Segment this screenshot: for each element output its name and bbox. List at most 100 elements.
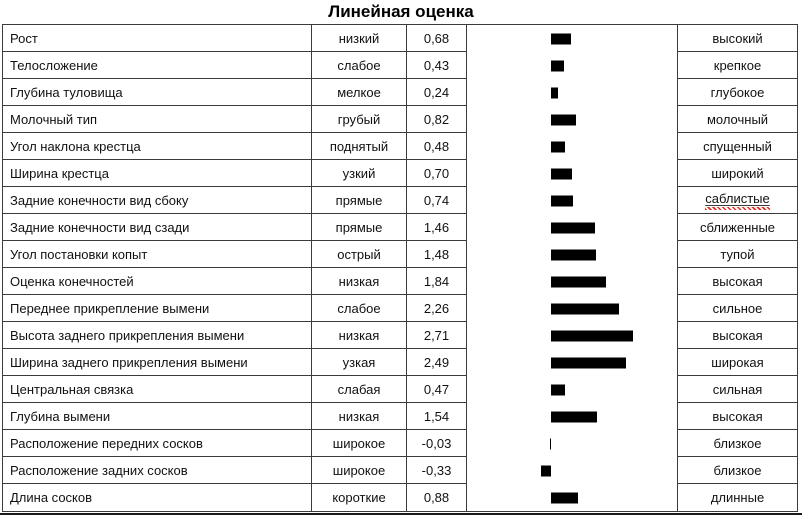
value-bar xyxy=(551,141,565,152)
low-descriptor-cell: прямые xyxy=(312,214,407,241)
trait-name-cell: Задние конечности вид сзади xyxy=(3,214,312,241)
table-row: Рост низкий 0,68 высокий xyxy=(3,25,797,52)
value-bar xyxy=(551,60,564,71)
trait-value: -0,33 xyxy=(421,462,452,478)
high-descriptor-cell: сильное xyxy=(678,295,797,322)
low-descriptor-cell: мелкое xyxy=(312,79,407,106)
table-row: Высота заднего прикрепления вымени низка… xyxy=(3,322,797,349)
trait-value-cell: 0,74 xyxy=(407,187,467,214)
trait-name: Молочный тип xyxy=(10,111,98,127)
trait-value: 0,43 xyxy=(423,57,450,73)
value-bar xyxy=(551,33,571,44)
trait-value: 2,26 xyxy=(423,300,450,316)
value-bar xyxy=(551,276,606,287)
value-bar xyxy=(551,330,633,341)
trait-name: Ширина крестца xyxy=(10,165,109,181)
trait-value-cell: 0,43 xyxy=(407,52,467,79)
low-descriptor-cell: широкое xyxy=(312,430,407,457)
table-row: Задние конечности вид сзади прямые 1,46 … xyxy=(3,214,797,241)
high-descriptor-cell: широкий xyxy=(678,160,797,187)
trait-value-cell: 1,84 xyxy=(407,268,467,295)
trait-value: 1,54 xyxy=(423,408,450,424)
low-descriptor: слабое xyxy=(337,300,381,316)
trait-value-cell: 1,54 xyxy=(407,403,467,430)
bar-chart-cell xyxy=(467,484,678,511)
trait-value: 0,24 xyxy=(423,84,450,100)
value-bar xyxy=(550,438,551,449)
trait-name: Угол наклона крестца xyxy=(10,138,141,154)
bar-chart-cell xyxy=(467,160,678,187)
table-row: Молочный тип грубый 0,82 молочный xyxy=(3,106,797,133)
high-descriptor-cell: высокая xyxy=(678,403,797,430)
low-descriptor: короткие xyxy=(332,490,386,505)
page-title: Линейная оценка xyxy=(328,2,474,21)
bar-chart-cell xyxy=(467,241,678,268)
trait-value: 0,82 xyxy=(423,111,450,127)
low-descriptor: низкая xyxy=(338,327,380,343)
trait-name-cell: Расположение передних сосков xyxy=(3,430,312,457)
high-descriptor: крепкое xyxy=(713,57,762,73)
high-descriptor: высокая xyxy=(712,408,763,424)
value-bar xyxy=(551,168,572,179)
high-descriptor-cell: молочный xyxy=(678,106,797,133)
value-bar xyxy=(551,87,558,98)
bar-chart-cell xyxy=(467,25,678,52)
low-descriptor: узкий xyxy=(342,165,376,181)
trait-name: Глубина вымени xyxy=(10,408,111,424)
high-descriptor: сильное xyxy=(712,300,763,316)
value-bar xyxy=(551,222,595,233)
low-descriptor-cell: узкий xyxy=(312,160,407,187)
trait-value-cell: 0,88 xyxy=(407,484,467,511)
high-descriptor: сильная xyxy=(712,381,763,397)
trait-name-cell: Угол постановки копыт xyxy=(3,241,312,268)
trait-value: 0,48 xyxy=(423,138,450,154)
high-descriptor-cell: длинные xyxy=(678,484,797,511)
table-row: Глубина вымени низкая 1,54 высокая xyxy=(3,403,797,430)
trait-value: 1,48 xyxy=(423,246,450,262)
trait-name-cell: Ширина крестца xyxy=(3,160,312,187)
low-descriptor-cell: узкая xyxy=(312,349,407,376)
high-descriptor-cell: спущенный xyxy=(678,133,797,160)
table-row: Центральная связка слабая 0,47 сильная xyxy=(3,376,797,403)
high-descriptor-cell: близкое xyxy=(678,430,797,457)
low-descriptor-cell: короткие xyxy=(312,484,407,511)
trait-name: Переднее прикрепление вымени xyxy=(10,300,210,316)
bar-chart-cell xyxy=(467,133,678,160)
high-descriptor: спущенный xyxy=(703,138,772,154)
high-descriptor-cell: саблистые xyxy=(678,187,797,214)
high-descriptor: глубокое xyxy=(710,84,765,100)
table-row: Телосложение слабое 0,43 крепкое xyxy=(3,52,797,79)
high-descriptor: тупой xyxy=(720,246,755,262)
trait-name-cell: Рост xyxy=(3,25,312,52)
low-descriptor-cell: грубый xyxy=(312,106,407,133)
bar-chart-cell xyxy=(467,376,678,403)
high-descriptor-cell: высокий xyxy=(678,25,797,52)
trait-value: 1,84 xyxy=(423,273,450,289)
bar-chart-cell xyxy=(467,52,678,79)
value-bar xyxy=(541,465,551,476)
low-descriptor: прямые xyxy=(335,219,383,235)
low-descriptor: широкое xyxy=(332,462,386,478)
trait-name-cell: Молочный тип xyxy=(3,106,312,133)
bar-chart-cell xyxy=(467,322,678,349)
trait-value: -0,03 xyxy=(421,435,452,451)
trait-value: 0,74 xyxy=(423,192,450,208)
high-descriptor: длинные xyxy=(710,490,765,505)
low-descriptor-cell: низкий xyxy=(312,25,407,52)
bar-chart-cell xyxy=(467,430,678,457)
high-descriptor: широкий xyxy=(711,165,764,181)
trait-name-cell: Длина сосков xyxy=(3,484,312,511)
trait-value-cell: 0,24 xyxy=(407,79,467,106)
trait-value-cell: 2,71 xyxy=(407,322,467,349)
trait-name: Телосложение xyxy=(10,57,98,73)
trait-value-cell: 0,70 xyxy=(407,160,467,187)
low-descriptor-cell: поднятый xyxy=(312,133,407,160)
trait-value-cell: -0,33 xyxy=(407,457,467,484)
trait-name: Высота заднего прикрепления вымени xyxy=(10,327,245,343)
table-row: Ширина крестца узкий 0,70 широкий xyxy=(3,160,797,187)
trait-value-cell: 0,48 xyxy=(407,133,467,160)
trait-value: 0,88 xyxy=(423,490,450,505)
trait-value: 0,47 xyxy=(423,381,450,397)
bar-chart-cell xyxy=(467,214,678,241)
trait-value: 1,46 xyxy=(423,219,450,235)
